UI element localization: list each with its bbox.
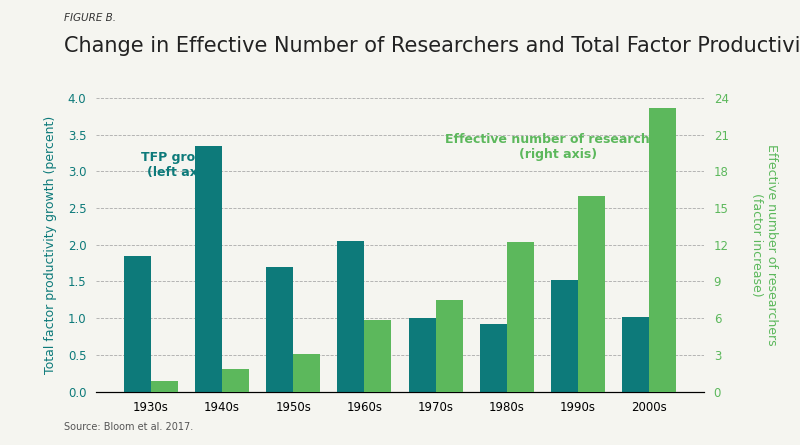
Bar xyxy=(507,242,534,392)
Text: Effective number of researchers
(right axis): Effective number of researchers (right a… xyxy=(445,133,671,161)
Text: TFP growth
(left axis): TFP growth (left axis) xyxy=(141,151,222,179)
Bar xyxy=(436,300,462,392)
Bar xyxy=(578,196,605,392)
Bar xyxy=(222,369,249,392)
Bar xyxy=(650,108,676,392)
Bar xyxy=(338,241,364,392)
Bar xyxy=(409,318,436,392)
Bar xyxy=(622,317,650,392)
Y-axis label: Total factor productivity growth (percent): Total factor productivity growth (percen… xyxy=(43,116,57,374)
Bar xyxy=(124,256,150,392)
Bar xyxy=(551,280,578,392)
Bar xyxy=(293,354,320,392)
Bar xyxy=(266,267,293,392)
Text: Source: Bloom et al. 2017.: Source: Bloom et al. 2017. xyxy=(64,422,194,432)
Bar xyxy=(480,324,507,392)
Bar xyxy=(364,320,391,392)
Bar xyxy=(195,146,222,392)
Text: Change in Effective Number of Researchers and Total Factor Productivity, 1930s–2: Change in Effective Number of Researcher… xyxy=(64,36,800,56)
Y-axis label: Effective number of researchers
(factor increase): Effective number of researchers (factor … xyxy=(750,144,778,346)
Text: FIGURE B.: FIGURE B. xyxy=(64,13,116,23)
Bar xyxy=(150,381,178,392)
